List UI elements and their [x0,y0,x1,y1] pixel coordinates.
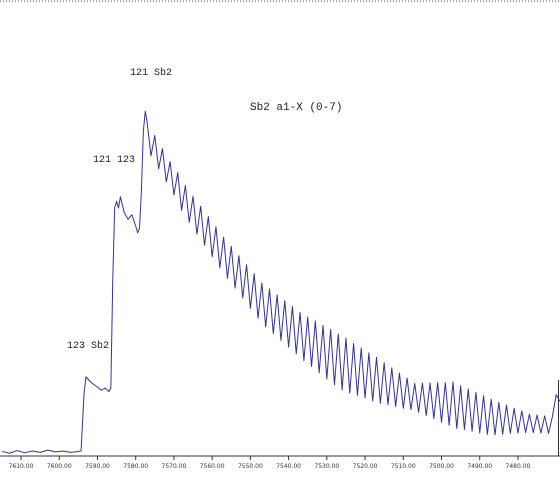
x-tick-label: 7580.00 [123,463,148,470]
x-tick-label: 7520.00 [353,463,378,470]
spectrum-line [1,110,560,454]
x-tick-label: 7550.00 [238,463,263,470]
annotation: 121 Sb2 [130,67,172,79]
x-tick-label: 7610.00 [9,463,34,470]
x-tick-label: 7500.00 [429,463,454,470]
x-tick-label: 7530.00 [314,463,339,470]
x-tick-label: 7590.00 [85,463,110,470]
x-tick-label: 7490.00 [467,463,492,470]
x-tick-label: 7560.00 [200,463,225,470]
x-tick-label: 7510.00 [391,463,416,470]
chart-title: Sb2 a1-X (0-7) [250,102,342,114]
x-tick-label: 7600.00 [47,463,72,470]
x-tick-label: 7570.00 [162,463,187,470]
annotation: 123 Sb2 [67,340,109,352]
x-tick-label: 7480.00 [506,463,531,470]
x-tick-label: 7540.00 [276,463,301,470]
annotation: 121 123 [93,155,135,166]
